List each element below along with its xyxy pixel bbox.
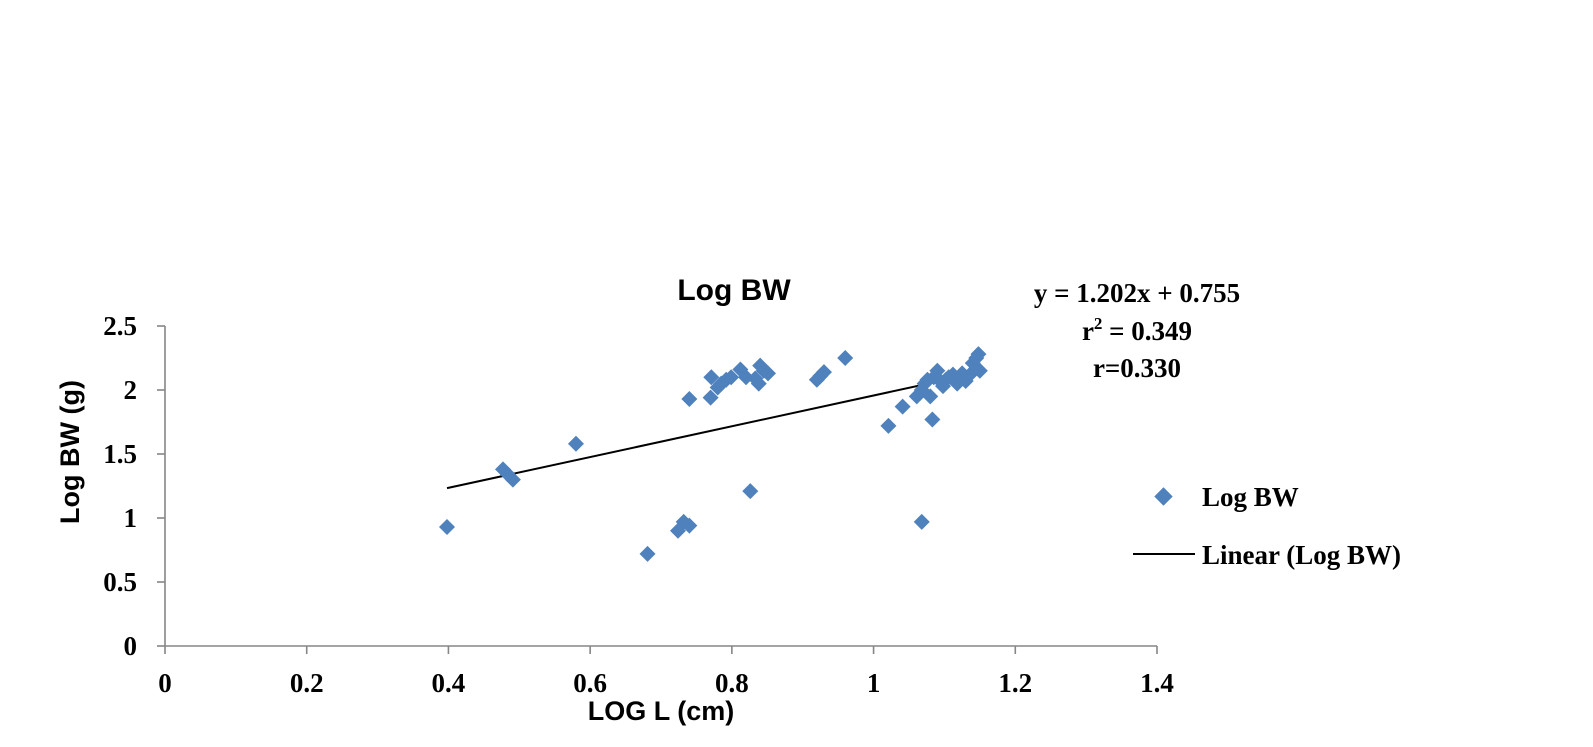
data-point	[702, 389, 719, 406]
axes	[164, 326, 1157, 647]
x-tick-label: 0.8	[715, 668, 749, 698]
x-ticks: 0 0.2 0.4 0.6 0.8 1 1.2 1.4	[158, 646, 1174, 698]
equation-text: y = 1.202x + 0.755	[1034, 278, 1240, 308]
data-point	[742, 483, 759, 500]
y-tick-label: 2	[124, 375, 138, 405]
data-point	[837, 350, 854, 366]
data-point	[880, 417, 897, 434]
x-tick-label: 0.4	[432, 668, 466, 698]
legend-label-linear: Linear (Log BW)	[1202, 540, 1401, 570]
trendline-linear-log-bw	[446, 371, 981, 490]
trendline	[446, 371, 981, 490]
x-tick-label: 0.6	[573, 668, 607, 698]
y-tick-label: 0.5	[103, 567, 137, 597]
data-point	[439, 518, 456, 535]
r-squared-text: r2 = 0.349	[1082, 314, 1192, 346]
data-point	[723, 369, 740, 386]
legend-marker-log-bw	[1154, 487, 1173, 506]
r-squared-exponent: 2	[1094, 314, 1103, 333]
data-point	[913, 513, 930, 530]
r-squared-symbol: r	[1082, 316, 1094, 346]
data-point	[567, 435, 584, 452]
data-point	[894, 398, 911, 415]
data-point	[971, 362, 988, 379]
legend-label-log-bw: Log BW	[1202, 482, 1299, 512]
y-ticks: 0 0.5 1 1.5 2 2.5	[103, 311, 165, 661]
y-tick-label: 1.5	[103, 439, 137, 469]
x-tick-label: 1.4	[1140, 668, 1174, 698]
y-tick-label: 1	[124, 503, 138, 533]
r-value-text: r=0.330	[1093, 353, 1181, 383]
r-squared-value: = 0.349	[1102, 316, 1192, 346]
x-tick-label: 0	[158, 668, 172, 698]
data-point	[924, 411, 941, 428]
y-tick-label: 2.5	[103, 311, 137, 341]
chart-title: Log BW	[677, 274, 791, 307]
data-point	[681, 517, 698, 534]
y-tick-label: 0	[124, 631, 138, 661]
data-point	[504, 471, 521, 488]
data-point	[703, 369, 720, 386]
data-point	[759, 365, 776, 382]
x-axis-label: LOG L (cm)	[588, 696, 735, 726]
x-tick-label: 1.2	[998, 668, 1032, 698]
data-points	[439, 346, 988, 562]
data-point	[750, 375, 767, 392]
data-point	[639, 545, 656, 562]
x-tick-label: 1	[867, 668, 881, 698]
legend: Log BW Linear (Log BW)	[1133, 482, 1401, 570]
y-axis-label: Log BW (g)	[55, 380, 85, 524]
data-point	[970, 346, 987, 363]
x-tick-label: 0.2	[290, 668, 324, 698]
data-point	[681, 390, 698, 407]
data-point	[815, 364, 832, 381]
trendline-equation: y = 1.202x + 0.755 r2 = 0.349 r=0.330	[1034, 278, 1240, 383]
data-point	[922, 388, 939, 405]
